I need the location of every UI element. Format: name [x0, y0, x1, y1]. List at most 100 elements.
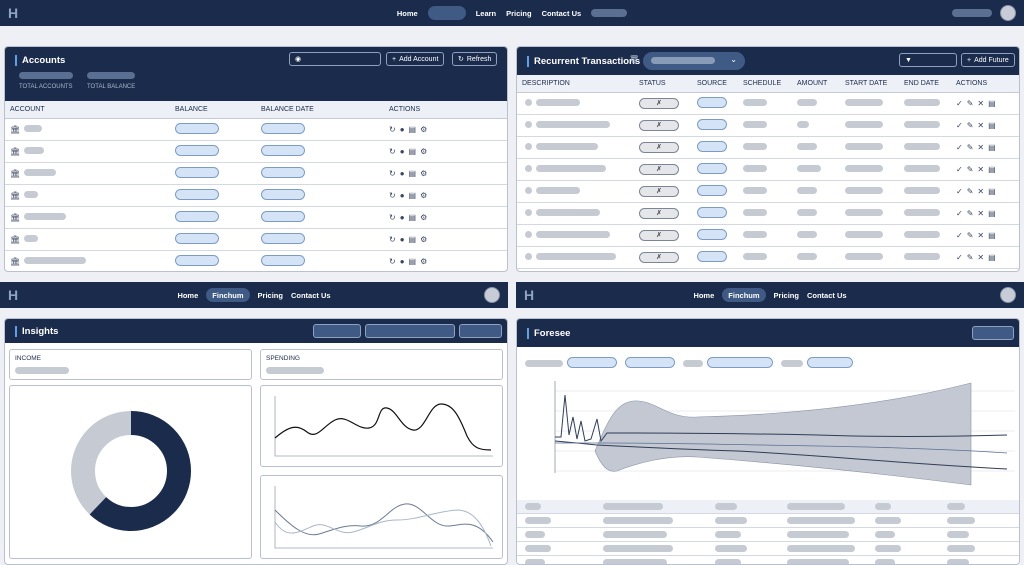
close-icon[interactable]: ✕: [977, 186, 985, 196]
add-future-button[interactable]: + Add Future: [961, 53, 1015, 67]
trash-icon[interactable]: ▤: [988, 98, 996, 108]
status-badge[interactable]: ✗: [639, 251, 679, 263]
gear-icon[interactable]: ⚙: [420, 146, 428, 156]
trash-icon[interactable]: ▤: [988, 208, 996, 218]
nav-contact[interactable]: Contact Us: [290, 290, 331, 300]
clock-icon[interactable]: ●: [399, 190, 405, 200]
status-badge[interactable]: ✗: [639, 185, 679, 197]
close-icon[interactable]: ✕: [977, 164, 985, 174]
account-search-input[interactable]: ◉: [289, 52, 381, 66]
balance-date-field[interactable]: [261, 144, 305, 156]
transaction-row[interactable]: ✗ ✓ ✎ ✕ ▤: [517, 224, 1019, 247]
transaction-row[interactable]: ✗ ✓ ✎ ✕ ▤: [517, 202, 1019, 225]
account-row[interactable]: 🏛 ↻ ● ▤ ⚙: [5, 140, 507, 163]
close-icon[interactable]: ✕: [977, 252, 985, 262]
foresee-table-row[interactable]: [517, 556, 1019, 564]
foresee-table-row[interactable]: [517, 542, 1019, 556]
balance-date-field[interactable]: [261, 210, 305, 222]
insights-button-1[interactable]: [313, 324, 361, 338]
clock-icon[interactable]: ●: [399, 256, 405, 266]
status-badge[interactable]: ✗: [639, 163, 679, 175]
nav-contact[interactable]: Contact Us: [806, 290, 847, 300]
account-row[interactable]: 🏛 ↻ ● ▤ ⚙: [5, 118, 507, 141]
nav-home[interactable]: Home: [396, 8, 418, 18]
chart-icon[interactable]: ▤: [408, 124, 417, 134]
balance-field[interactable]: [175, 210, 219, 222]
gear-icon[interactable]: ⚙: [420, 168, 428, 178]
edit-icon[interactable]: ✎: [966, 142, 974, 152]
foresee-table-row[interactable]: [517, 528, 1019, 542]
close-icon[interactable]: ✕: [977, 208, 985, 218]
balance-field[interactable]: [175, 166, 219, 178]
add-account-button[interactable]: + Add Account: [386, 52, 445, 66]
source-field[interactable]: [697, 118, 727, 130]
nav-finchum[interactable]: Finchum: [206, 288, 250, 302]
transaction-row[interactable]: ✗ ✓ ✎ ✕ ▤: [517, 246, 1019, 269]
user-name[interactable]: [952, 9, 992, 17]
foresee-table-row[interactable]: [517, 514, 1019, 528]
gear-icon[interactable]: ⚙: [420, 190, 428, 200]
insights-button-3[interactable]: [459, 324, 502, 338]
account-row[interactable]: 🏛 ↻ ● ▤ ⚙: [5, 228, 507, 251]
refresh-icon[interactable]: ↻: [389, 168, 396, 178]
clock-icon[interactable]: ●: [399, 124, 405, 134]
status-badge[interactable]: ✗: [639, 119, 679, 131]
trash-icon[interactable]: ▤: [988, 230, 996, 240]
edit-icon[interactable]: ✎: [966, 164, 974, 174]
nav-pricing[interactable]: Pricing: [257, 290, 283, 300]
trash-icon[interactable]: ▤: [988, 142, 996, 152]
account-row[interactable]: 🏛 ↻ ● ▤ ⚙: [5, 206, 507, 229]
balance-field[interactable]: [175, 144, 219, 156]
nav-active-tab[interactable]: [427, 6, 466, 20]
source-field[interactable]: [697, 206, 727, 218]
logo[interactable]: H: [8, 5, 19, 21]
source-field[interactable]: [697, 162, 727, 174]
nav-finchum[interactable]: Finchum: [722, 288, 766, 302]
close-icon[interactable]: ✕: [977, 230, 985, 240]
chart-icon[interactable]: ▤: [408, 190, 417, 200]
nav-home[interactable]: Home: [177, 290, 199, 300]
edit-icon[interactable]: ✎: [966, 186, 974, 196]
trash-icon[interactable]: ▤: [988, 120, 996, 130]
refresh-icon[interactable]: ↻: [389, 124, 396, 134]
source-field[interactable]: [697, 250, 727, 262]
check-icon[interactable]: ✓: [956, 186, 963, 196]
source-field[interactable]: [697, 228, 727, 240]
trash-icon[interactable]: ▤: [988, 164, 996, 174]
logo[interactable]: H: [8, 287, 19, 303]
nav-home[interactable]: Home: [693, 290, 715, 300]
edit-icon[interactable]: ✎: [966, 252, 974, 262]
balance-date-field[interactable]: [261, 188, 305, 200]
account-row[interactable]: 🏛 ↻ ● ▤ ⚙: [5, 250, 507, 271]
trash-icon[interactable]: 🗑: [629, 55, 640, 64]
gear-icon[interactable]: ⚙: [420, 124, 428, 134]
trash-icon[interactable]: ▤: [988, 186, 996, 196]
nav-contact[interactable]: Contact Us: [541, 8, 582, 18]
balance-date-field[interactable]: [261, 122, 305, 134]
gear-icon[interactable]: ⚙: [420, 212, 428, 222]
edit-icon[interactable]: ✎: [966, 230, 974, 240]
gear-icon[interactable]: ⚙: [420, 256, 428, 266]
check-icon[interactable]: ✓: [956, 142, 963, 152]
balance-field[interactable]: [175, 122, 219, 134]
check-icon[interactable]: ✓: [956, 164, 963, 174]
chart-icon[interactable]: ▤: [408, 212, 417, 222]
transaction-row[interactable]: ✗ ✓ ✎ ✕ ▤: [517, 114, 1019, 137]
insights-button-2[interactable]: [365, 324, 455, 338]
refresh-icon[interactable]: ↻: [389, 146, 396, 156]
foresee-button[interactable]: [972, 326, 1014, 340]
balance-field[interactable]: [175, 254, 219, 266]
transaction-row[interactable]: ✗ ✓ ✎ ✕ ▤: [517, 180, 1019, 203]
balance-date-field[interactable]: [261, 166, 305, 178]
recurrent-select[interactable]: ⌄: [643, 52, 745, 70]
chart-icon[interactable]: ▤: [408, 146, 417, 156]
check-icon[interactable]: ✓: [956, 120, 963, 130]
clock-icon[interactable]: ●: [399, 168, 405, 178]
filter-chip-2[interactable]: [625, 357, 675, 368]
check-icon[interactable]: ✓: [956, 98, 963, 108]
status-badge[interactable]: ✗: [639, 97, 679, 109]
close-icon[interactable]: ✕: [977, 98, 985, 108]
clock-icon[interactable]: ●: [399, 234, 405, 244]
close-icon[interactable]: ✕: [977, 142, 985, 152]
transaction-row[interactable]: ✗ ✓ ✎ ✕ ▤: [517, 92, 1019, 115]
